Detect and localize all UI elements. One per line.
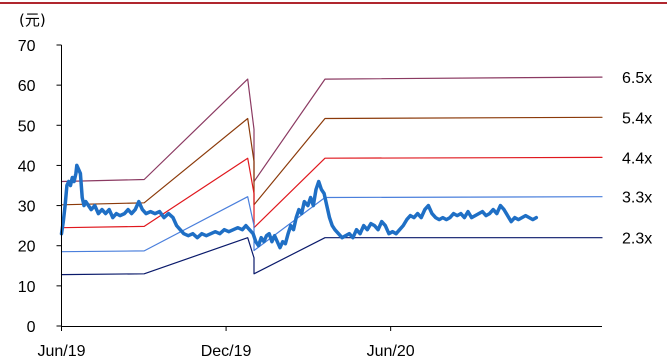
x-tick-label: Jun/20 (367, 343, 415, 360)
x-tick-label: Dec/19 (201, 343, 252, 360)
y-tick-label: 70 (18, 38, 36, 55)
band-labels: 6.5x 5.4x 4.4x 3.3x 2.3x (622, 70, 652, 248)
band-line-4-4x (60, 156, 603, 229)
y-axis: 0 10 20 30 40 50 60 70 (18, 38, 62, 336)
y-axis-unit-label: (元) (19, 11, 46, 29)
y-tick-label: 40 (18, 158, 36, 175)
band-line-5-4x (60, 116, 603, 206)
x-axis: Jun/19 Dec/19 Jun/20 (37, 326, 415, 360)
y-tick-label: 10 (18, 279, 36, 296)
y-tick-label: 0 (27, 319, 36, 336)
price-line (59, 163, 539, 250)
band-label: 5.4x (622, 110, 652, 127)
band-label: 6.5x (622, 70, 652, 87)
y-tick-label: 30 (18, 199, 36, 216)
series-layer (59, 76, 603, 276)
x-tick-label: Jun/19 (37, 343, 85, 360)
y-tick-label: 50 (18, 118, 36, 135)
band-line-2-3x (60, 237, 603, 276)
y-tick-label: 60 (18, 78, 36, 95)
band-label: 2.3x (622, 231, 652, 248)
band-label: 4.4x (622, 150, 652, 167)
band-label: 3.3x (622, 190, 652, 207)
y-tick-label: 20 (18, 239, 36, 256)
band-line-6-5x (60, 76, 603, 183)
